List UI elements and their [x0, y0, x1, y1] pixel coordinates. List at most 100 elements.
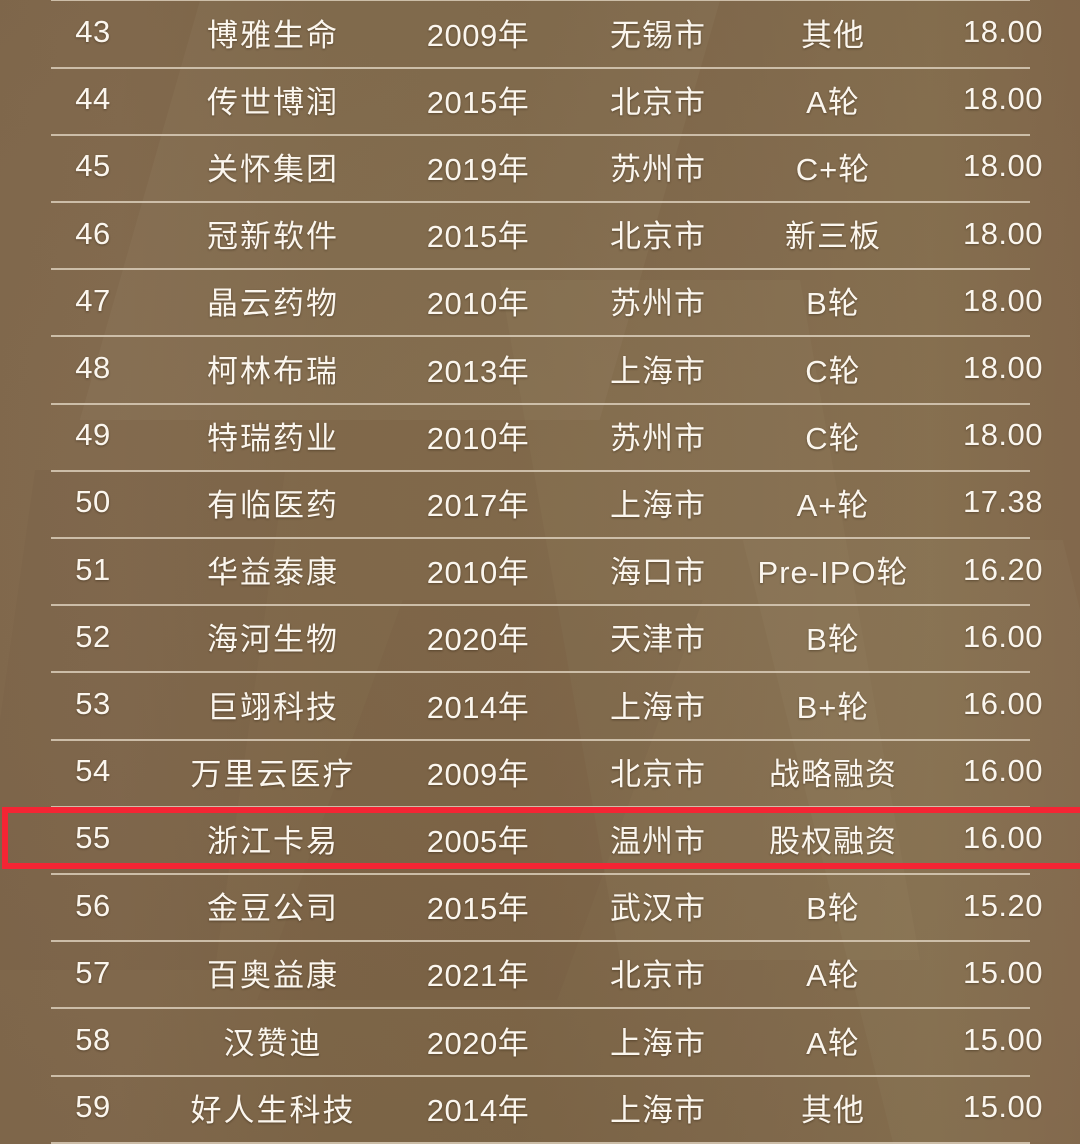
cell-founded-year: 2020年: [426, 622, 530, 658]
cell-funding-round: B轮: [806, 622, 860, 658]
row-divider: [51, 873, 1030, 875]
cell-founded-year: 2013年: [426, 353, 530, 389]
cell-company-name: 万里云医疗: [190, 756, 356, 792]
cell-founded-year: 2015年: [426, 84, 530, 120]
row-divider: [51, 1007, 1030, 1010]
cell-funding-amount: 16.20: [962, 551, 1044, 587]
cell-city: 北京市: [610, 958, 706, 994]
cell-city: 上海市: [610, 487, 706, 523]
cell-city: 上海市: [610, 353, 706, 389]
cell-funding-amount: 16.00: [962, 618, 1044, 654]
row-divider: [51, 738, 1030, 741]
cell-funding-round: C+轮: [795, 151, 871, 187]
table-row[interactable]: 58 汉赞迪 2020年 上海市 A轮 15.00: [0, 1012, 1080, 1068]
row-divider: [51, 201, 1030, 203]
cell-founded-year: 2009年: [426, 17, 530, 53]
table-row[interactable]: 53 巨翊科技 2014年 上海市 B+轮 16.00: [0, 676, 1080, 732]
cell-founded-year: 2005年: [426, 823, 530, 859]
table-row[interactable]: 45 关怀集团 2019年 苏州市 C+轮 18.00: [0, 138, 1080, 194]
cell-funding-amount: 16.00: [962, 686, 1044, 721]
cell-company-name: 百奥益康: [207, 958, 339, 994]
row-divider: [51, 1141, 1030, 1144]
cell-funding-round: C轮: [805, 353, 861, 389]
cell-company-name: 好人生科技: [190, 1092, 356, 1128]
table-row[interactable]: 52 海河生物 2020年 天津市 B轮 16.00: [0, 609, 1080, 665]
cell-rank: 53: [75, 686, 111, 721]
row-divider: [51, 469, 1030, 472]
row-divider: [51, 66, 1030, 69]
cell-city: 海口市: [610, 555, 706, 591]
cell-funding-amount: 15.00: [962, 1022, 1044, 1057]
cell-city: 北京市: [610, 219, 706, 255]
cell-founded-year: 2019年: [426, 151, 530, 187]
table-row[interactable]: 44 传世博润 2015年 北京市 A轮 18.00: [0, 71, 1080, 127]
cell-funding-amount: 18.00: [962, 81, 1044, 117]
cell-founded-year: 2010年: [426, 286, 530, 322]
table-row[interactable]: 54 万里云医疗 2009年 北京市 战略融资 16.00: [0, 743, 1080, 799]
row-divider: [51, 335, 1030, 338]
cell-company-name: 金豆公司: [207, 891, 339, 927]
cell-company-name: 关怀集团: [207, 151, 339, 187]
cell-founded-year: 2020年: [426, 1025, 530, 1061]
cell-company-name: 浙江卡易: [207, 823, 339, 859]
cell-city: 武汉市: [610, 891, 706, 927]
row-divider: [51, 1074, 1030, 1077]
cell-city: 无锡市: [610, 17, 706, 53]
cell-rank: 59: [75, 1089, 111, 1125]
cell-funding-round: 战略融资: [769, 756, 897, 792]
cell-rank: 55: [75, 820, 111, 856]
cell-founded-year: 2021年: [426, 958, 530, 994]
table-row[interactable]: 51 华益泰康 2010年 海口市 Pre-IPO轮 16.20: [0, 542, 1080, 598]
cell-city: 苏州市: [610, 286, 706, 322]
cell-rank: 57: [75, 954, 111, 990]
cell-rank: 48: [75, 350, 111, 385]
cell-funding-amount: 18.00: [962, 215, 1044, 251]
table-row[interactable]: 47 晶云药物 2010年 苏州市 B轮 18.00: [0, 273, 1080, 329]
cell-company-name: 汉赞迪: [223, 1025, 323, 1061]
table-row[interactable]: 49 特瑞药业 2010年 苏州市 C轮 18.00: [0, 407, 1080, 463]
cell-rank: 50: [75, 484, 111, 520]
cell-funding-amount: 15.20: [962, 887, 1044, 923]
cell-company-name: 特瑞药业: [207, 420, 339, 456]
cell-founded-year: 2010年: [426, 420, 530, 456]
table-row[interactable]: 48 柯林布瑞 2013年 上海市 C轮 18.00: [0, 340, 1080, 396]
cell-city: 苏州市: [610, 420, 706, 456]
table-row[interactable]: 46 冠新软件 2015年 北京市 新三板 18.00: [0, 206, 1080, 262]
cell-rank: 52: [75, 618, 111, 654]
row-divider: [51, 940, 1030, 943]
row-divider: [51, 537, 1030, 539]
cell-founded-year: 2015年: [426, 891, 530, 927]
cell-company-name: 华益泰康: [207, 555, 339, 591]
cell-funding-round: C轮: [805, 420, 861, 456]
cell-funding-amount: 16.00: [962, 820, 1044, 856]
cell-city: 上海市: [610, 1025, 706, 1061]
row-divider: [51, 805, 1030, 808]
cell-funding-round: 其他: [801, 1092, 865, 1128]
cell-company-name: 海河生物: [207, 622, 339, 658]
row-divider: [51, 671, 1030, 674]
row-divider: [51, 0, 1030, 2]
cell-funding-round: Pre-IPO轮: [757, 555, 909, 591]
cell-founded-year: 2014年: [426, 1092, 530, 1128]
table-row[interactable]: 43 博雅生命 2009年 无锡市 其他 18.00: [0, 4, 1080, 60]
table-row[interactable]: 59 好人生科技 2014年 上海市 其他 15.00: [0, 1079, 1080, 1135]
cell-rank: 45: [75, 148, 111, 184]
cell-city: 北京市: [610, 756, 706, 792]
table-row[interactable]: 57 百奥益康 2021年 北京市 A轮 15.00: [0, 945, 1080, 1001]
cell-funding-round: A轮: [806, 84, 860, 120]
cell-company-name: 有临医药: [207, 487, 339, 523]
cell-founded-year: 2017年: [426, 487, 530, 523]
cell-founded-year: 2010年: [426, 555, 530, 591]
cell-funding-amount: 18.00: [962, 350, 1044, 385]
table-row[interactable]: 50 有临医药 2017年 上海市 A+轮 17.38: [0, 474, 1080, 530]
cell-rank: 58: [75, 1022, 111, 1057]
table-row[interactable]: 55 浙江卡易 2005年 温州市 股权融资 16.00: [0, 810, 1080, 866]
cell-funding-amount: 18.00: [962, 417, 1044, 453]
cell-rank: 56: [75, 887, 111, 923]
table-row[interactable]: 56 金豆公司 2015年 武汉市 B轮 15.20: [0, 878, 1080, 934]
cell-company-name: 博雅生命: [207, 17, 339, 53]
cell-funding-amount: 18.00: [962, 14, 1044, 49]
cell-rank: 46: [75, 215, 111, 251]
